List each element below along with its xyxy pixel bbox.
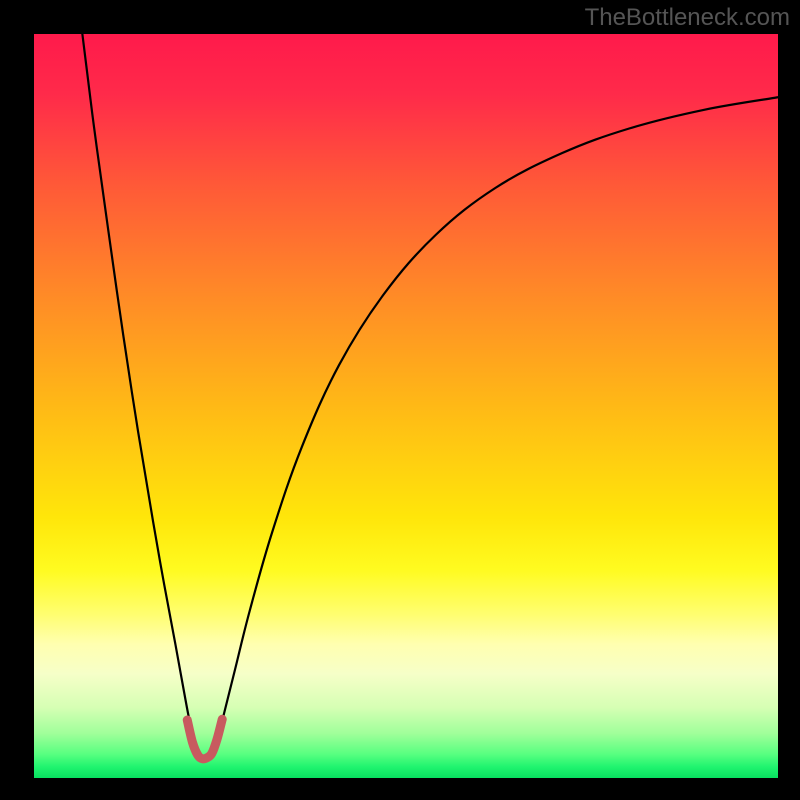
watermark-text: TheBottleneck.com — [585, 4, 790, 32]
bottleneck-chart — [0, 0, 800, 800]
plot-background — [34, 34, 778, 778]
